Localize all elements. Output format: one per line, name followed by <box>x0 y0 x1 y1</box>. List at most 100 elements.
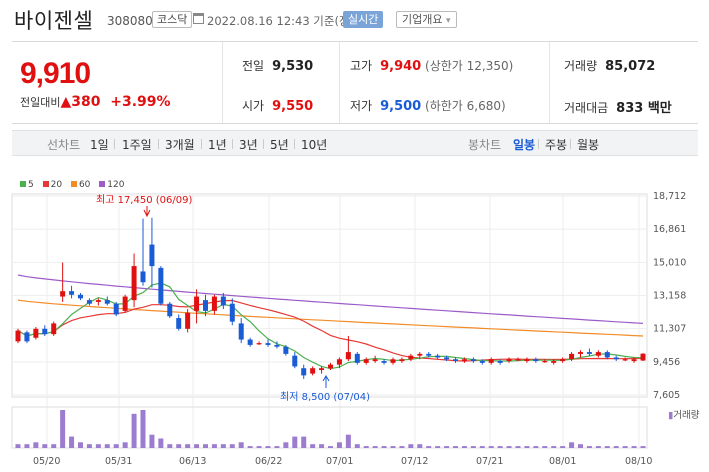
volume-bar <box>622 446 628 448</box>
candle-body <box>560 359 566 362</box>
volume-bar <box>444 446 450 448</box>
volume-bar <box>167 444 173 448</box>
candle-body <box>194 296 200 311</box>
calendar-icon <box>193 13 204 24</box>
candle-body <box>488 359 494 363</box>
candle-body <box>479 361 485 363</box>
line-chart-label: 선차트 <box>47 138 81 152</box>
x-tick-label: 05/31 <box>105 456 132 467</box>
candle-body <box>578 352 583 354</box>
candle-body <box>354 353 360 363</box>
candle-body <box>595 352 601 356</box>
volume-bar <box>265 446 271 448</box>
y-tick-label: 11,307 <box>653 324 686 335</box>
low-value: 9,500 <box>380 99 422 114</box>
down-arrow-icon <box>143 209 151 218</box>
volume-legend: ▮거래량 <box>668 409 700 421</box>
ma-legend: 5 20 60 120 <box>20 180 130 190</box>
candle-body <box>78 294 83 299</box>
candle-body <box>274 344 280 347</box>
volume-bar <box>104 444 110 448</box>
candle-body <box>211 296 217 311</box>
tab-1y[interactable]: 1년 <box>208 138 227 152</box>
y-tick-label: 7,605 <box>653 390 680 401</box>
tab-monthly[interactable]: 월봉 <box>577 138 600 152</box>
realtime-button[interactable]: 실시간 <box>343 11 384 28</box>
volume-value: 85,072 <box>605 59 656 74</box>
volume-bar <box>328 446 333 448</box>
volume-bar <box>613 446 619 448</box>
x-tick-label: 08/10 <box>625 456 652 467</box>
low-label: 저가 <box>350 99 373 113</box>
tab-daily[interactable]: 일봉 <box>513 138 536 152</box>
volume-bar <box>604 446 610 448</box>
company-info-dropdown[interactable]: 기업개요 ▾ <box>396 11 457 28</box>
volume: 거래량 85,072 <box>564 57 655 74</box>
up-arrow-icon: ▲ <box>60 94 72 110</box>
volume-bar <box>345 434 351 448</box>
volume-bar <box>60 410 66 448</box>
company-info-label: 기업개요 <box>402 13 443 26</box>
tab-separator <box>570 139 571 149</box>
candle-body <box>69 291 75 295</box>
candle-body <box>506 359 512 362</box>
stock-name: 바이젠셀 <box>14 9 94 33</box>
candle-body <box>524 359 530 362</box>
candle-body <box>417 353 423 356</box>
change-percent: +3.99% <box>110 94 171 110</box>
candle-body <box>265 343 271 345</box>
candle-body <box>42 328 48 335</box>
change-label: 전일대비 <box>20 96 61 109</box>
volume-bar <box>372 446 378 448</box>
y-tick-label: 16,861 <box>653 224 686 235</box>
divider <box>549 42 550 123</box>
candle-body <box>399 359 405 362</box>
tab-1w[interactable]: 1주일 <box>122 138 152 152</box>
candle-body <box>328 364 333 369</box>
volume-bar <box>551 446 557 448</box>
volume-bar <box>274 446 280 448</box>
volume-bar <box>506 446 512 448</box>
volume-bar <box>578 444 583 448</box>
ma60-line <box>17 299 644 337</box>
tab-5y[interactable]: 5년 <box>270 138 289 152</box>
tab-1d[interactable]: 1일 <box>90 138 109 152</box>
volume-bar <box>256 446 262 448</box>
volume-bar <box>131 413 137 448</box>
candle-body <box>149 244 155 267</box>
legend-ma120: 120 <box>99 180 124 190</box>
candle-body <box>86 300 92 304</box>
candle-body <box>390 359 396 363</box>
candle-body <box>631 359 637 362</box>
volume-bar <box>149 434 155 448</box>
tab-weekly[interactable]: 주봉 <box>545 138 568 152</box>
tab-3m[interactable]: 3개월 <box>165 138 195 152</box>
candle-body <box>15 330 21 342</box>
low-annotation: 최저 8,500 (07/04) <box>280 391 370 403</box>
price-summary: 9,910 전일대비▲380 +3.99% <box>12 42 223 123</box>
upper-limit: (상한가 12,350) <box>425 59 514 73</box>
timestamp: 2022.08.16 12:43 기준(장중) <box>207 14 365 28</box>
tab-3y[interactable]: 3년 <box>239 138 258 152</box>
candle-body <box>426 353 432 356</box>
volume-bar <box>310 444 316 448</box>
candle-body <box>569 353 575 360</box>
volume-bar <box>194 444 200 448</box>
volume-bar <box>95 444 101 448</box>
open-value: 9,550 <box>272 99 314 114</box>
y-tick-label: 13,158 <box>653 291 686 302</box>
current-price: 9,910 <box>20 57 91 90</box>
tab-10y[interactable]: 10년 <box>301 138 328 152</box>
market-badge: 코스닥 <box>152 11 193 28</box>
volume-bar <box>336 442 342 448</box>
volume-bar <box>86 444 92 448</box>
candle-body <box>95 300 101 302</box>
candle-body <box>33 328 39 338</box>
volume-bar <box>417 444 423 448</box>
volume-bar <box>524 446 530 448</box>
divider <box>339 42 340 123</box>
volume-bar <box>631 446 637 448</box>
high-price: 고가 9,940 (상한가 12,350) <box>350 57 513 74</box>
volume-bar <box>42 444 48 448</box>
ma20-line <box>17 299 644 362</box>
